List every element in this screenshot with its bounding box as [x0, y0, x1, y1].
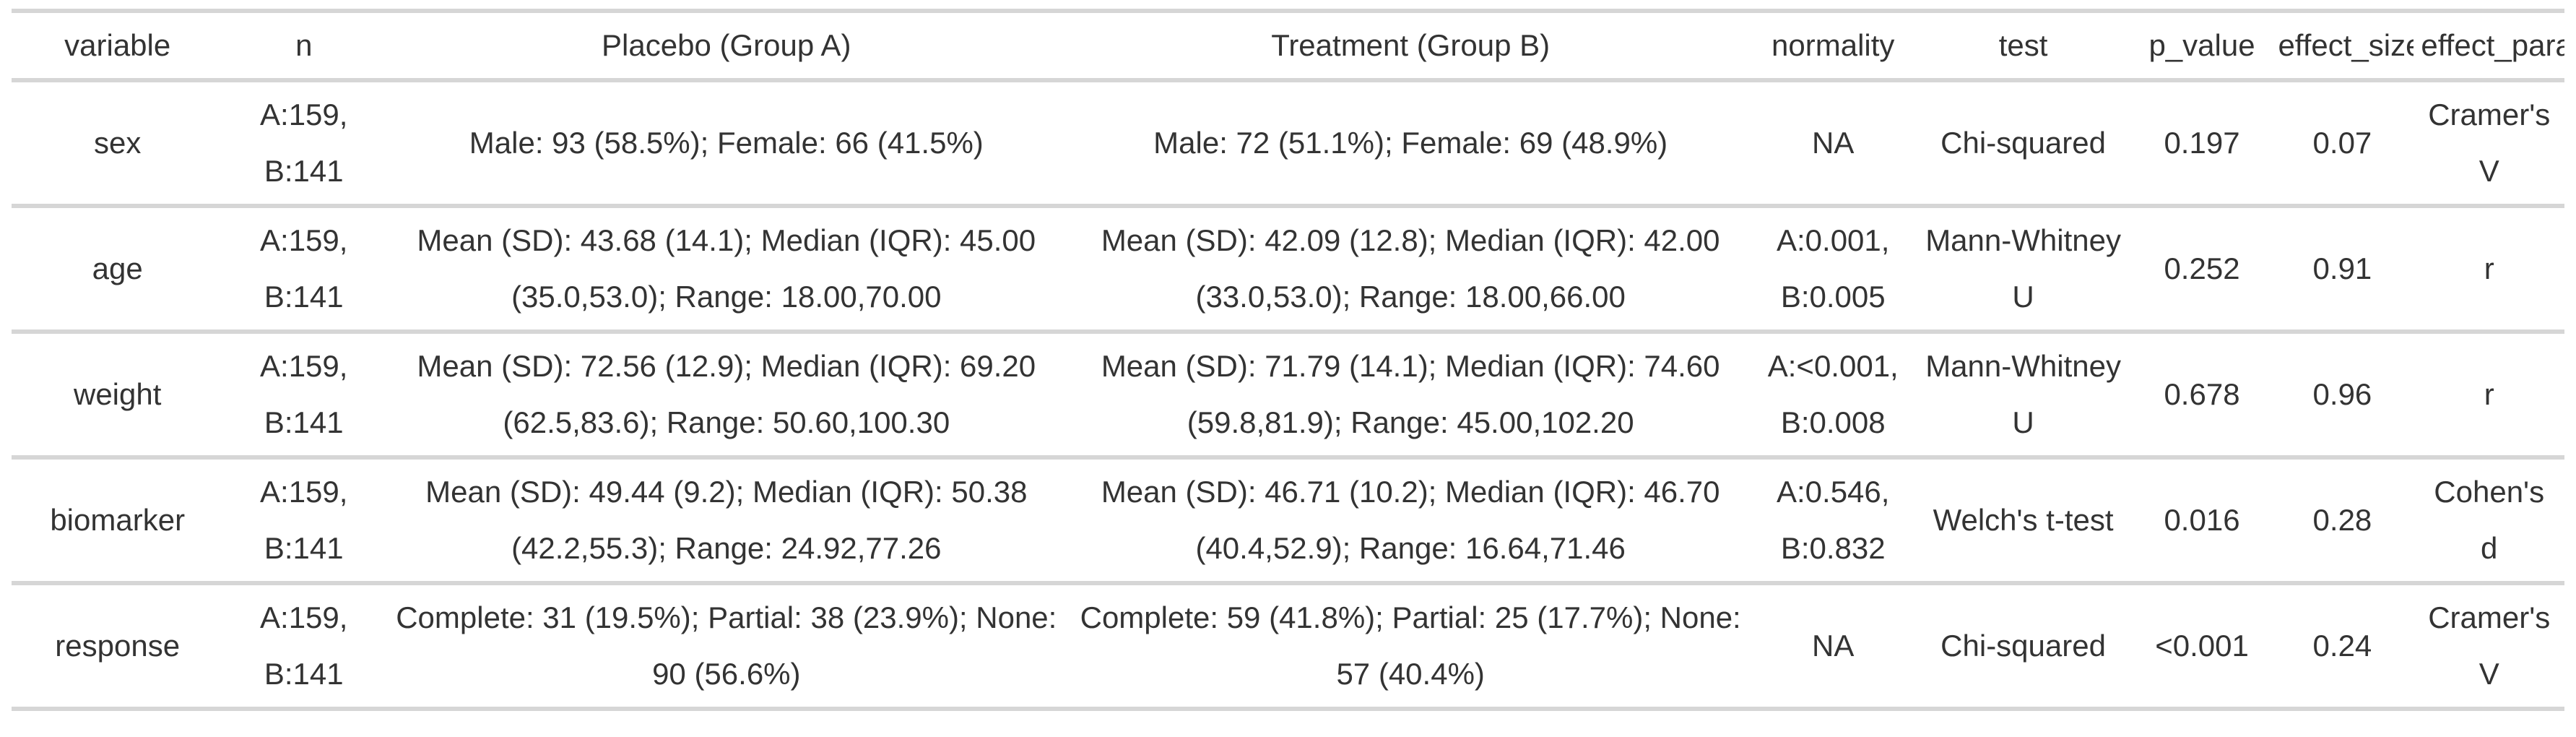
cell-age-placebo: Mean (SD): 43.68 (14.1); Median (IQR): 4…	[384, 206, 1069, 334]
cell-biomarker-treatment: Mean (SD): 46.71 (10.2); Median (IQR): 4…	[1068, 457, 1753, 585]
cell-weight-effect_size: 0.96	[2271, 332, 2414, 460]
column-header-effect_param: effect_param	[2414, 11, 2564, 82]
cell-age-n: A:159, B:141	[223, 206, 385, 334]
cell-age-treatment: Mean (SD): 42.09 (12.8); Median (IQR): 4…	[1068, 206, 1753, 334]
cell-weight-variable: weight	[12, 332, 224, 460]
group-comparison-table: variable n Placebo (Group A) Treatment (Gro…	[12, 9, 2564, 711]
cell-sex-p_value: 0.197	[2133, 80, 2271, 208]
cell-age-variable: age	[12, 206, 224, 334]
cell-response-normality: NA	[1752, 583, 1914, 711]
cell-age-effect_size: 0.91	[2271, 206, 2414, 334]
cell-age-test: Mann-Whitney U	[1913, 206, 2133, 334]
cell-biomarker-effect_size: 0.28	[2271, 457, 2414, 585]
cell-response-p_value: <0.001	[2133, 583, 2271, 711]
cell-response-treatment: Complete: 59 (41.8%); Partial: 25 (17.7%…	[1068, 583, 1753, 711]
table-row-weight: weight A:159, B:141 Mean (SD): 72.56 (12.9…	[12, 332, 2564, 460]
column-header-p_value: p_value	[2133, 11, 2271, 82]
cell-age-normality: A:0.001, B:0.005	[1752, 206, 1914, 334]
cell-response-test: Chi-squared	[1913, 583, 2133, 711]
cell-weight-n: A:159, B:141	[223, 332, 385, 460]
column-header-placebo: Placebo (Group A)	[384, 11, 1069, 82]
table-header-row: variable n Placebo (Group A) Treatment (Gro…	[12, 11, 2564, 82]
cell-response-placebo: Complete: 31 (19.5%); Partial: 38 (23.9%…	[384, 583, 1069, 711]
cell-biomarker-test: Welch's t-test	[1913, 457, 2133, 585]
cell-age-p_value: 0.252	[2133, 206, 2271, 334]
cell-sex-normality: NA	[1752, 80, 1914, 208]
cell-weight-normality: A:<0.001, B:0.008	[1752, 332, 1914, 460]
cell-response-effect_size: 0.24	[2271, 583, 2414, 711]
table-row-biomarker: biomarker A:159, B:141 Mean (SD): 49.44 (9…	[12, 457, 2564, 585]
cell-response-n: A:159, B:141	[223, 583, 385, 711]
cell-sex-effect_size: 0.07	[2271, 80, 2414, 208]
cell-age-effect_param: r	[2414, 206, 2564, 334]
table-row-response: response A:159, B:141 Complete: 31 (19.5%)…	[12, 583, 2564, 711]
cell-biomarker-placebo: Mean (SD): 49.44 (9.2); Median (IQR): 50…	[384, 457, 1069, 585]
column-header-effect_size: effect_size	[2271, 11, 2414, 82]
cell-response-effect_param: Cramer's V	[2414, 583, 2564, 711]
table-header: variable n Placebo (Group A) Treatment (Gro…	[12, 11, 2564, 82]
cell-sex-treatment: Male: 72 (51.1%); Female: 69 (48.9%)	[1068, 80, 1753, 208]
cell-weight-placebo: Mean (SD): 72.56 (12.9); Median (IQR): 6…	[384, 332, 1069, 460]
cell-sex-n: A:159, B:141	[223, 80, 385, 208]
summary-table-container: variable n Placebo (Group A) Treatment (Gro…	[12, 9, 2564, 711]
cell-biomarker-n: A:159, B:141	[223, 457, 385, 585]
cell-sex-variable: sex	[12, 80, 224, 208]
cell-biomarker-p_value: 0.016	[2133, 457, 2271, 585]
cell-sex-test: Chi-squared	[1913, 80, 2133, 208]
cell-weight-test: Mann-Whitney U	[1913, 332, 2133, 460]
cell-sex-placebo: Male: 93 (58.5%); Female: 66 (41.5%)	[384, 80, 1069, 208]
column-header-test: test	[1913, 11, 2133, 82]
cell-biomarker-variable: biomarker	[12, 457, 224, 585]
column-header-variable: variable	[12, 11, 224, 82]
cell-weight-treatment: Mean (SD): 71.79 (14.1); Median (IQR): 7…	[1068, 332, 1753, 460]
cell-sex-effect_param: Cramer's V	[2414, 80, 2564, 208]
column-header-n: n	[223, 11, 385, 82]
column-header-normality: normality	[1752, 11, 1914, 82]
cell-response-variable: response	[12, 583, 224, 711]
cell-biomarker-effect_param: Cohen's d	[2414, 457, 2564, 585]
table-body: sex A:159, B:141 Male: 93 (58.5%); Female:…	[12, 80, 2564, 711]
column-header-treatment: Treatment (Group B)	[1068, 11, 1753, 82]
cell-weight-p_value: 0.678	[2133, 332, 2271, 460]
table-row-age: age A:159, B:141 Mean (SD): 43.68 (14.1); …	[12, 206, 2564, 334]
table-row-sex: sex A:159, B:141 Male: 93 (58.5%); Female:…	[12, 80, 2564, 208]
cell-weight-effect_param: r	[2414, 332, 2564, 460]
cell-biomarker-normality: A:0.546, B:0.832	[1752, 457, 1914, 585]
